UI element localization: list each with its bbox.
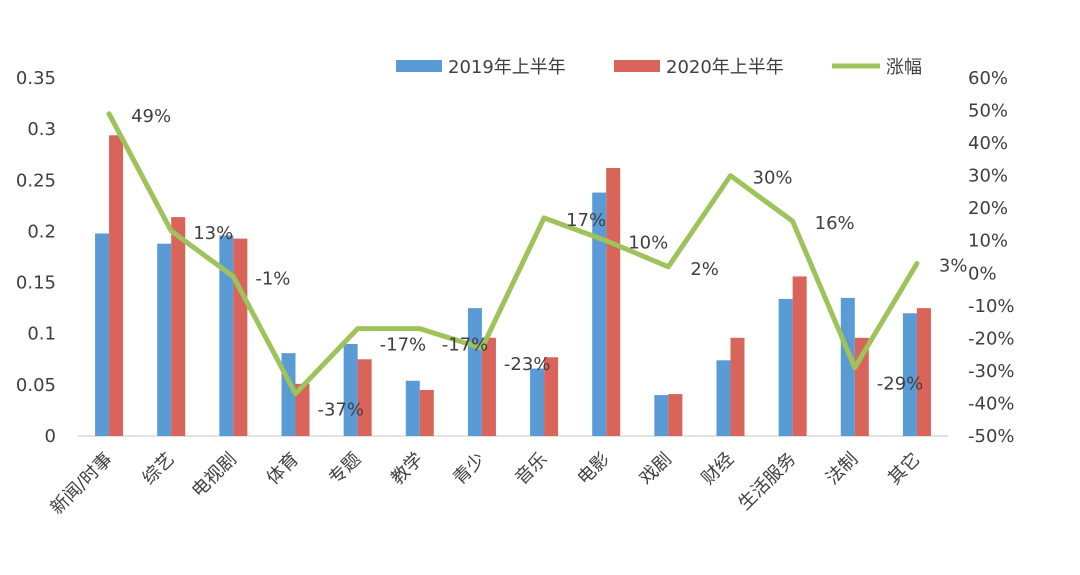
x-category-label: 教学: [387, 449, 427, 489]
bar-2020: [357, 359, 372, 436]
y-right-tick-label: 40%: [968, 133, 1008, 154]
bar-2020: [295, 383, 310, 436]
growth-data-label: -17%: [442, 335, 489, 356]
bar-2019: [840, 297, 855, 436]
y-right-tick-label: 20%: [968, 198, 1008, 219]
x-category-label: 其它: [884, 449, 924, 489]
growth-data-label: -23%: [504, 354, 551, 375]
bar-2019: [902, 313, 917, 436]
y-right-tick-label: 60%: [968, 68, 1008, 89]
x-category-label: 生活服务: [734, 449, 800, 515]
bar-2019: [343, 343, 358, 436]
x-category-label: 财经: [698, 449, 738, 489]
bar-2019: [530, 368, 545, 436]
y-right-tick-label: -40%: [968, 393, 1015, 414]
x-category-label: 电影: [573, 449, 613, 489]
y-left-tick-label: 0.25: [16, 170, 56, 191]
bar-2019: [467, 308, 482, 436]
bar-2020: [419, 389, 434, 436]
growth-data-label: 16%: [815, 213, 855, 234]
bar-2020: [668, 394, 683, 436]
bar-2020: [730, 337, 745, 436]
y-left-tick-label: 0.3: [27, 119, 56, 140]
legend-label-2019: 2019年上半年: [448, 57, 566, 78]
y-left-tick-label: 0.15: [16, 273, 56, 294]
x-category-label: 法制: [822, 449, 862, 489]
x-category-label: 青少: [449, 449, 489, 489]
growth-data-label: 2%: [690, 259, 719, 280]
y-right-tick-label: -10%: [968, 296, 1015, 317]
bar-2019: [405, 380, 420, 436]
x-category-label: 戏剧: [636, 449, 676, 489]
growth-data-label: 17%: [566, 210, 606, 231]
legend-label-2020: 2020年上半年: [666, 57, 784, 78]
bar-2020: [606, 168, 621, 437]
y-right-tick-label: 10%: [968, 231, 1008, 252]
bar-2020: [233, 238, 248, 436]
y-left-tick-label: 0.2: [27, 221, 56, 242]
growth-data-label: 30%: [753, 168, 793, 189]
x-category-label: 专题: [325, 449, 365, 489]
bar-2020: [481, 337, 496, 436]
y-right-tick-label: 0%: [968, 263, 997, 284]
bar-2019: [716, 360, 731, 436]
bar-2020: [916, 308, 931, 436]
x-category-label: 电视剧: [188, 449, 241, 502]
bar-2020: [544, 357, 559, 436]
bar-2019: [778, 298, 793, 436]
bar-2019: [219, 235, 234, 436]
bar-2019: [157, 243, 172, 436]
bar-2020: [792, 276, 807, 436]
legend-swatch-2019: [396, 60, 442, 72]
y-right-tick-label: -20%: [968, 328, 1015, 349]
y-right-tick-label: 30%: [968, 166, 1008, 187]
bar-2019: [654, 395, 669, 436]
growth-data-label: -17%: [380, 335, 427, 356]
y-right-tick-label: 50%: [968, 101, 1008, 122]
growth-data-label: 49%: [131, 106, 171, 127]
growth-line: [106, 111, 920, 397]
x-category-label: 新闻/时事: [47, 449, 117, 519]
y-right-tick-label: -50%: [968, 426, 1015, 447]
bar-2020: [109, 135, 124, 436]
x-category-label: 综艺: [138, 449, 178, 489]
bar-2019: [95, 233, 110, 436]
growth-data-label: -1%: [255, 269, 290, 290]
legend-label-growth: 涨幅: [886, 57, 922, 78]
y-left-tick-label: 0.1: [27, 324, 56, 345]
y-left-tick-label: 0: [45, 426, 56, 447]
growth-data-label: 3%: [939, 256, 968, 277]
growth-data-label: -29%: [877, 374, 924, 395]
bar-2019: [592, 192, 607, 436]
bar-2020: [171, 217, 186, 436]
growth-data-label: 10%: [628, 233, 668, 254]
y-right-tick-label: -30%: [968, 361, 1015, 382]
x-category-label: 体育: [263, 449, 303, 489]
growth-data-label: -37%: [318, 400, 365, 421]
legend-swatch-2020: [614, 60, 660, 72]
x-category-label: 音乐: [511, 449, 551, 489]
y-left-tick-label: 0.05: [16, 375, 56, 396]
y-left-tick-label: 0.35: [16, 68, 56, 89]
growth-data-label: 13%: [193, 223, 233, 244]
